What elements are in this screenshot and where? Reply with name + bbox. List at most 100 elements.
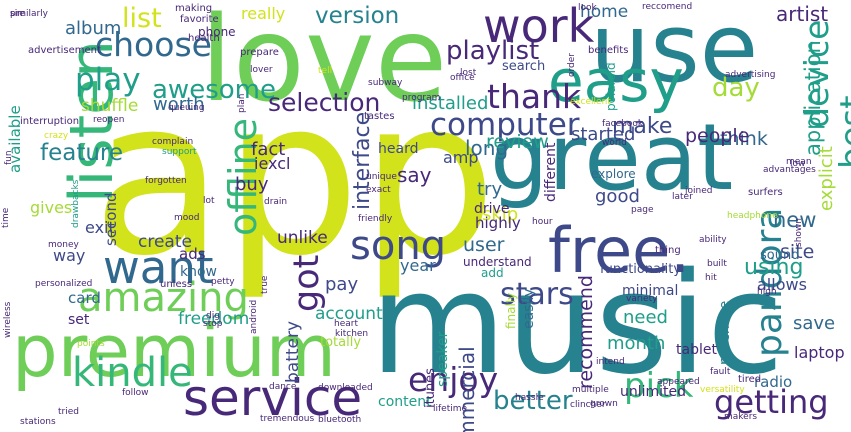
word-free: free. [548,214,690,287]
word-explore: explore [591,167,636,181]
word-pick: pick [624,366,694,406]
word-making: making [175,3,213,14]
word-intend: intend [596,357,625,367]
word-new: new [773,208,817,232]
word-work: work [483,0,595,53]
word-using: using [744,255,804,280]
word-music: music [370,243,784,406]
word-tremendous: tremendous [260,414,315,424]
word-really: really [241,4,286,23]
word-great: great [490,104,734,211]
word-amazing: amazing [78,275,249,321]
word-easy: easy [548,47,684,115]
word-program: program [402,93,441,103]
word-plan: plan [237,93,247,113]
word-good: good [595,186,640,207]
word-premium: premium [12,309,336,393]
word-list: list [122,3,162,34]
word-advertisement: advertisement [28,45,101,56]
word-crazy: crazy [44,131,69,141]
word-drain: drain [264,197,288,207]
word-bluetooth: bluetooth [318,415,362,425]
word-radio: radio [754,373,793,391]
word-clincher: clincher [570,400,606,410]
word-unlimited: unlimited [620,384,687,400]
word-understand: understand [463,255,532,269]
word-computer: computer [430,107,580,143]
word-similarly: similarly [10,9,48,19]
word-multiple: multiple [572,385,609,395]
word-hour: hour [532,217,553,227]
word-joined: joined [685,186,713,196]
word-tablet: tablet [676,342,717,358]
word-buy: buy [235,174,269,195]
word-make: make [612,114,673,139]
word-set: set [68,312,90,328]
word-lot: lot [203,196,215,206]
word-lost: lost [460,68,477,78]
word-shuffle: shuffle [81,96,139,116]
word-pay: pay [325,274,359,295]
word-month: month [607,333,666,354]
word-shown: shown [794,218,804,247]
word-content: content [378,394,432,410]
word-think: think [720,128,768,150]
word-album: album [65,18,122,39]
word-prepare: prepare [240,47,279,58]
word-freedom: freedom [178,309,250,329]
word-android: android [249,299,259,334]
word-forgotten: forgotten [145,176,187,186]
word-interface: interface [350,111,375,210]
word-low: low [790,159,806,169]
word-subway: subway [368,78,403,88]
word-gives: gives [30,198,73,217]
word-health: health [188,33,220,44]
word-true: true [260,275,270,294]
word-order: order [567,53,577,77]
word-version: version [315,3,400,29]
word-say: say [397,163,432,187]
word-fun: fun [4,150,14,165]
word-worth: worth [153,94,205,115]
word-easily: easily [521,288,537,329]
word-laptop: laptop [794,343,845,362]
word-advertising: advertising [725,70,776,80]
word-user: user [463,234,505,256]
word-finally: finally [504,292,518,329]
word-support: support [162,147,197,157]
word-add: add [481,266,504,280]
word-people: people [685,125,750,147]
word-recommend: recommend [575,275,597,389]
word-versatility: versatility [700,385,745,395]
word-getting: getting [714,383,829,421]
word-unique: unique [366,172,397,182]
word-variety: variety [626,294,658,304]
word-office: office [450,73,475,83]
word-heard: heard [378,141,419,157]
word-site: site [780,241,815,263]
word-look: look [578,3,597,13]
word-page: page [631,205,654,215]
word-installed: installed [412,93,489,114]
word-different: different [543,142,559,202]
word-app: app [92,52,497,303]
word-thank: thank [487,77,582,116]
word-drawbacks: drawbacks [71,179,81,228]
word-love: love [200,0,448,128]
word-excellent: excellent [570,97,611,107]
word-complain: complain [152,137,194,147]
word-pre: pre [10,9,25,19]
word-exact: exact [366,185,391,195]
word-stars: stars [500,277,574,312]
word-wireless: wireless [3,301,13,338]
word-year: year [400,256,436,275]
word-stations: stations [20,417,56,427]
word-long: long [465,136,509,160]
word-account: account [315,304,383,324]
word-purchase: purchase [717,300,733,365]
word-unlike: unlike [277,228,328,248]
word-tell: tell [318,66,333,76]
word-exit: exit [85,218,115,237]
word-home: home [580,2,629,22]
